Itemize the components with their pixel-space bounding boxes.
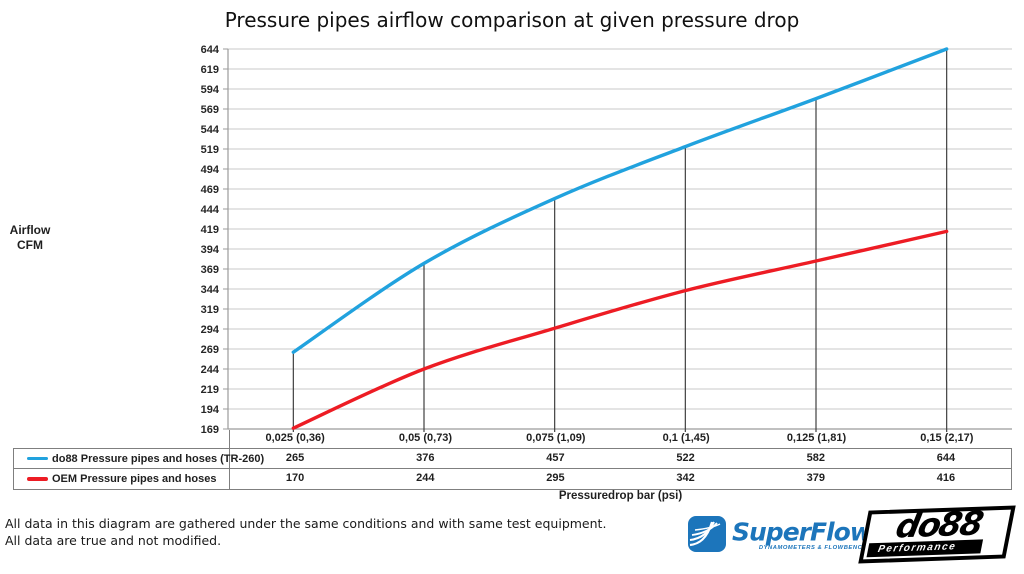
series-line-do88 [291, 47, 949, 354]
legend-item-oem: OEM Pressure pipes and hoses [14, 469, 230, 489]
series-value-cell: 170 [285, 472, 305, 484]
footer-note: All data in this diagram are gathered un… [5, 515, 606, 549]
series-value-cell: 457 [546, 452, 565, 464]
x-category-label: 0,05 (0,73) [398, 432, 453, 444]
table-row: do88 Pressure pipes and hoses (TR-260) 26… [14, 449, 1011, 469]
legend-series-name: OEM Pressure pipes and hoses [52, 473, 217, 485]
y-tick-label: 519 [201, 144, 219, 156]
y-tick-label: 619 [201, 64, 219, 76]
legend-line-swatch [27, 456, 48, 461]
y-axis-label: Airflow CFM [2, 223, 58, 253]
table-row: OEM Pressure pipes and hoses 170 244 295 342… [14, 469, 1011, 489]
y-tick-label: 219 [201, 384, 219, 396]
do88-logo: do88 Performance [858, 503, 1016, 564]
x-axis-title: Pressuredrop bar (psi) [558, 490, 683, 502]
do88-logo-subtitle: Performance [866, 539, 984, 558]
series-data-table: do88 Pressure pipes and hoses (TR-260) 26… [13, 448, 1012, 490]
series-value-cell: 376 [416, 452, 435, 464]
y-tick-label: 344 [201, 284, 220, 296]
x-category-label: 0,15 (2,17) [920, 432, 974, 444]
series-value-cell: 644 [936, 452, 956, 464]
x-category-label: 0,075 (1,09) [526, 432, 586, 444]
y-tick-label: 594 [201, 84, 220, 96]
y-axis-label-line2: CFM [17, 238, 43, 252]
y-axis-label-line1: Airflow [9, 223, 51, 237]
x-axis-category-row: 0,025 (0,36) 0,05 (0,73) 0,075 (1,09) 0,1 (… [229, 430, 1012, 448]
y-tick-label: 294 [201, 324, 220, 336]
footer-note-line2: All data are true and not modified. [5, 533, 222, 548]
x-category-label: 0,125 (1,81) [786, 432, 847, 444]
series-value-cell: 342 [676, 472, 695, 484]
y-tick-label: 644 [201, 44, 220, 56]
footer-note-line1: All data in this diagram are gathered un… [5, 516, 607, 531]
y-tick-label: 494 [201, 164, 220, 176]
y-tick-label: 169 [201, 424, 219, 436]
y-tick-label: 544 [201, 124, 220, 136]
series-value-cell: 295 [546, 472, 565, 484]
do88-logo-text: do88 [892, 503, 986, 546]
legend-item-do88: do88 Pressure pipes and hoses (TR-260) [14, 449, 264, 468]
series-value-cell: 379 [806, 472, 825, 484]
y-tick-label: 394 [201, 244, 220, 256]
y-tick-label: 319 [201, 304, 219, 316]
series-value-cell: 244 [416, 472, 435, 484]
series-value-cell: 582 [806, 452, 825, 464]
legend-series-name: do88 Pressure pipes and hoses (TR-260) [52, 452, 265, 465]
chart-title: Pressure pipes airflow comparison at giv… [224, 8, 800, 32]
y-tick-label: 444 [201, 204, 220, 216]
series-value-cell: 265 [285, 452, 305, 464]
y-tick-label: 244 [201, 364, 220, 376]
y-tick-label: 419 [201, 224, 219, 236]
y-tick-label: 369 [201, 264, 219, 276]
superflow-logo-text: SuperFlow® [732, 517, 880, 545]
y-tick-label: 469 [201, 184, 219, 196]
legend-line-swatch [27, 477, 48, 481]
series-line-oem [291, 229, 949, 430]
y-tick-label: 194 [201, 404, 220, 416]
superflow-logo: SuperFlow® DYNAMOMETERS & FLOWBENCHES [687, 515, 880, 553]
superflow-wave-icon [688, 516, 726, 552]
x-category-label: 0,1 (1,45) [662, 432, 710, 444]
x-category-label: 0,025 (0,36) [265, 432, 325, 444]
y-tick-label: 569 [201, 104, 219, 116]
y-tick-label: 269 [201, 344, 219, 356]
airflow-line-chart: 644 619 594 569 544 519 494 469 444 419 394 369 344 3… [201, 44, 1012, 436]
series-value-cell: 416 [936, 472, 956, 484]
superflow-logo-subtitle: DYNAMOMETERS & FLOWBENCHES [758, 544, 876, 551]
series-value-cell: 522 [676, 452, 695, 464]
